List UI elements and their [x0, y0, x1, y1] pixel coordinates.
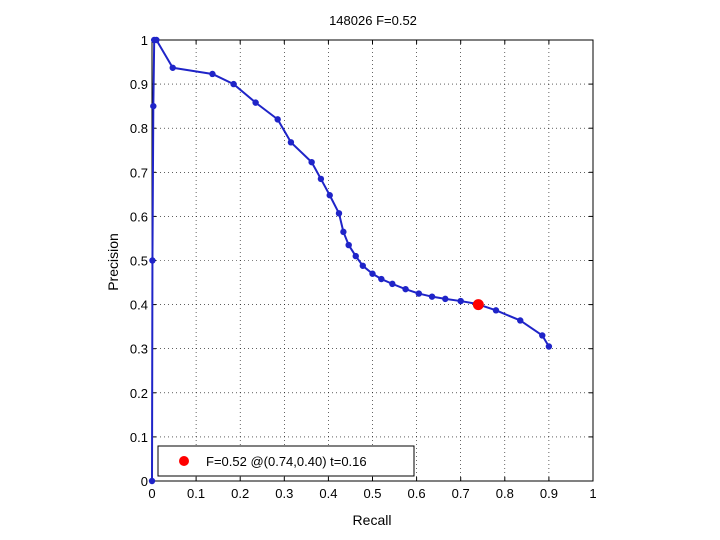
y-tick-label: 0.3	[130, 342, 148, 357]
grid	[152, 40, 593, 481]
series-point	[359, 262, 366, 269]
series-point	[335, 210, 343, 217]
series-layer	[148, 36, 553, 485]
chart-title: 148026 F=0.52	[329, 13, 417, 28]
y-tick-label: 0.8	[130, 121, 148, 136]
series-point	[539, 332, 546, 339]
x-tick-label: 1	[589, 486, 596, 501]
x-tick-label: 0	[148, 486, 155, 501]
series-point	[389, 280, 396, 288]
y-tick-label: 0.7	[130, 165, 148, 180]
series-point	[352, 252, 359, 260]
series-point	[326, 192, 333, 199]
series-point	[274, 116, 281, 123]
y-tick-label: 0	[141, 474, 148, 489]
y-tick-label: 0.1	[130, 430, 148, 445]
series-point	[345, 241, 352, 249]
series-point	[457, 297, 464, 305]
axis-ticks: 0 0.1 0.2 0.3 0.4 0.5 0.6 0.7 0.8 0.9 1 0 0.1 0.2 0.3 0…	[130, 33, 597, 501]
best-f-point	[472, 299, 484, 311]
y-tick-label: 0.6	[130, 209, 148, 224]
y-tick-label: 0.2	[130, 386, 148, 401]
legend-box	[157, 445, 415, 477]
series-point	[415, 290, 423, 297]
series-point	[545, 343, 553, 350]
series-point	[340, 228, 347, 236]
series-point	[148, 477, 156, 485]
series-point	[369, 270, 376, 277]
series-point	[308, 158, 315, 166]
legend-marker	[179, 456, 189, 466]
series-point	[517, 317, 524, 324]
highlight-layer	[472, 299, 484, 311]
x-tick-label: 0.7	[452, 486, 470, 501]
series-point	[492, 307, 500, 314]
series-point	[230, 80, 237, 88]
series-point	[287, 139, 295, 146]
series-point	[169, 64, 176, 71]
x-tick-label: 0.3	[275, 486, 293, 501]
series-point	[209, 70, 216, 78]
series-point	[252, 99, 259, 106]
series-line	[151, 39, 550, 482]
x-tick-label: 0.4	[319, 486, 337, 501]
series-point	[402, 285, 409, 293]
x-tick-label: 0.2	[231, 486, 249, 501]
series-point	[428, 293, 436, 300]
y-axis-label: Precision	[105, 233, 121, 291]
series-point	[317, 175, 325, 183]
x-tick-label: 0.1	[187, 486, 205, 501]
series-point	[150, 102, 157, 110]
y-tick-label: 0.9	[130, 77, 148, 92]
x-tick-label: 0.5	[363, 486, 381, 501]
legend: F=0.52 @(0.74,0.40) t=0.16	[157, 445, 415, 477]
series-point	[378, 275, 385, 283]
series-point	[442, 295, 449, 303]
x-tick-label: 0.9	[540, 486, 558, 501]
legend-label: F=0.52 @(0.74,0.40) t=0.16	[206, 454, 367, 469]
series-point	[151, 36, 158, 44]
x-tick-label: 0.6	[408, 486, 426, 501]
x-tick-label: 0.8	[496, 486, 514, 501]
y-tick-label: 1	[141, 33, 148, 48]
series-point	[149, 257, 156, 264]
y-tick-label: 0.4	[130, 298, 148, 313]
y-tick-label: 0.5	[130, 254, 148, 269]
x-axis-label: Recall	[353, 512, 392, 528]
